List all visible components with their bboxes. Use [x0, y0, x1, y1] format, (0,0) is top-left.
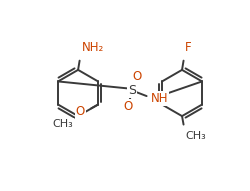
- Text: NH: NH: [150, 92, 168, 105]
- Text: S: S: [128, 84, 136, 97]
- Text: CH₃: CH₃: [52, 119, 73, 129]
- Text: O: O: [133, 70, 142, 83]
- Text: O: O: [124, 100, 133, 112]
- Text: O: O: [76, 105, 85, 118]
- Text: F: F: [185, 41, 192, 54]
- Text: NH₂: NH₂: [82, 41, 104, 54]
- Text: CH₃: CH₃: [185, 131, 206, 141]
